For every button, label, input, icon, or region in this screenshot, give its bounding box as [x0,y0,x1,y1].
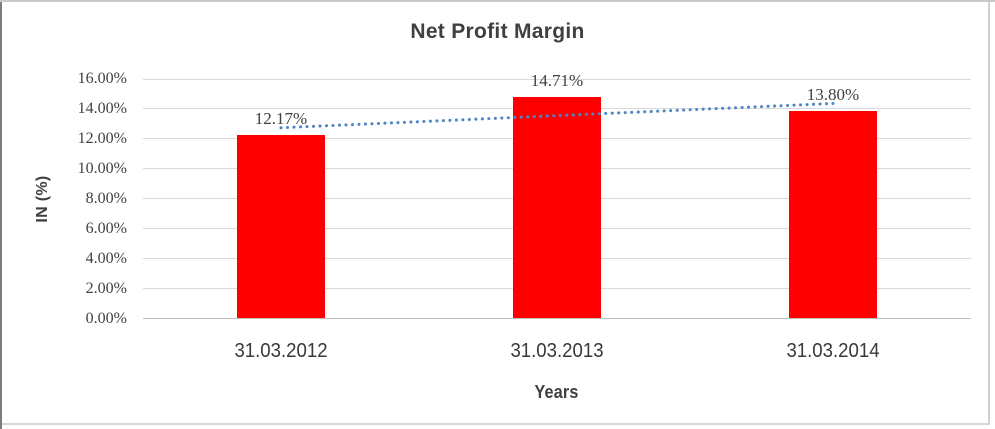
bar [513,97,601,318]
y-axis-tick: 16.00% [77,70,127,87]
trendline-path [279,101,835,130]
chart-border [988,2,990,425]
bar-value-label: 14.71% [530,71,584,91]
bar [789,111,877,318]
y-axis-tick: 14.00% [77,100,127,117]
x-axis-title: Years [143,382,971,403]
x-axis-line [143,318,971,319]
y-axis-tick: 2.00% [85,280,127,297]
x-axis-tick: 31.03.2013 [510,340,604,362]
chart-border [0,0,995,2]
y-axis-tick: 12.00% [77,130,127,147]
y-axis-tick: 6.00% [85,220,127,237]
x-axis-tick: 31.03.2014 [786,340,880,362]
bar-value-label: 12.17% [254,109,308,129]
trendline [279,101,835,130]
chart-border [0,0,2,429]
y-axis-tick: 4.00% [85,250,127,267]
chart-border [2,423,990,425]
y-axis-tick: 10.00% [77,160,127,177]
x-axis-tick: 31.03.2012 [234,340,328,362]
x-axis-title-text: Years [534,382,580,402]
gridline [143,79,971,80]
bar-value-label: 13.80% [806,85,860,104]
y-axis-tick: 0.00% [85,310,127,327]
y-axis-tick: 8.00% [85,190,127,207]
chart-title: Net Profit Margin [410,20,585,43]
bar [237,135,325,318]
plot-area: 12.17% 14.71% 13.80% [143,71,971,319]
